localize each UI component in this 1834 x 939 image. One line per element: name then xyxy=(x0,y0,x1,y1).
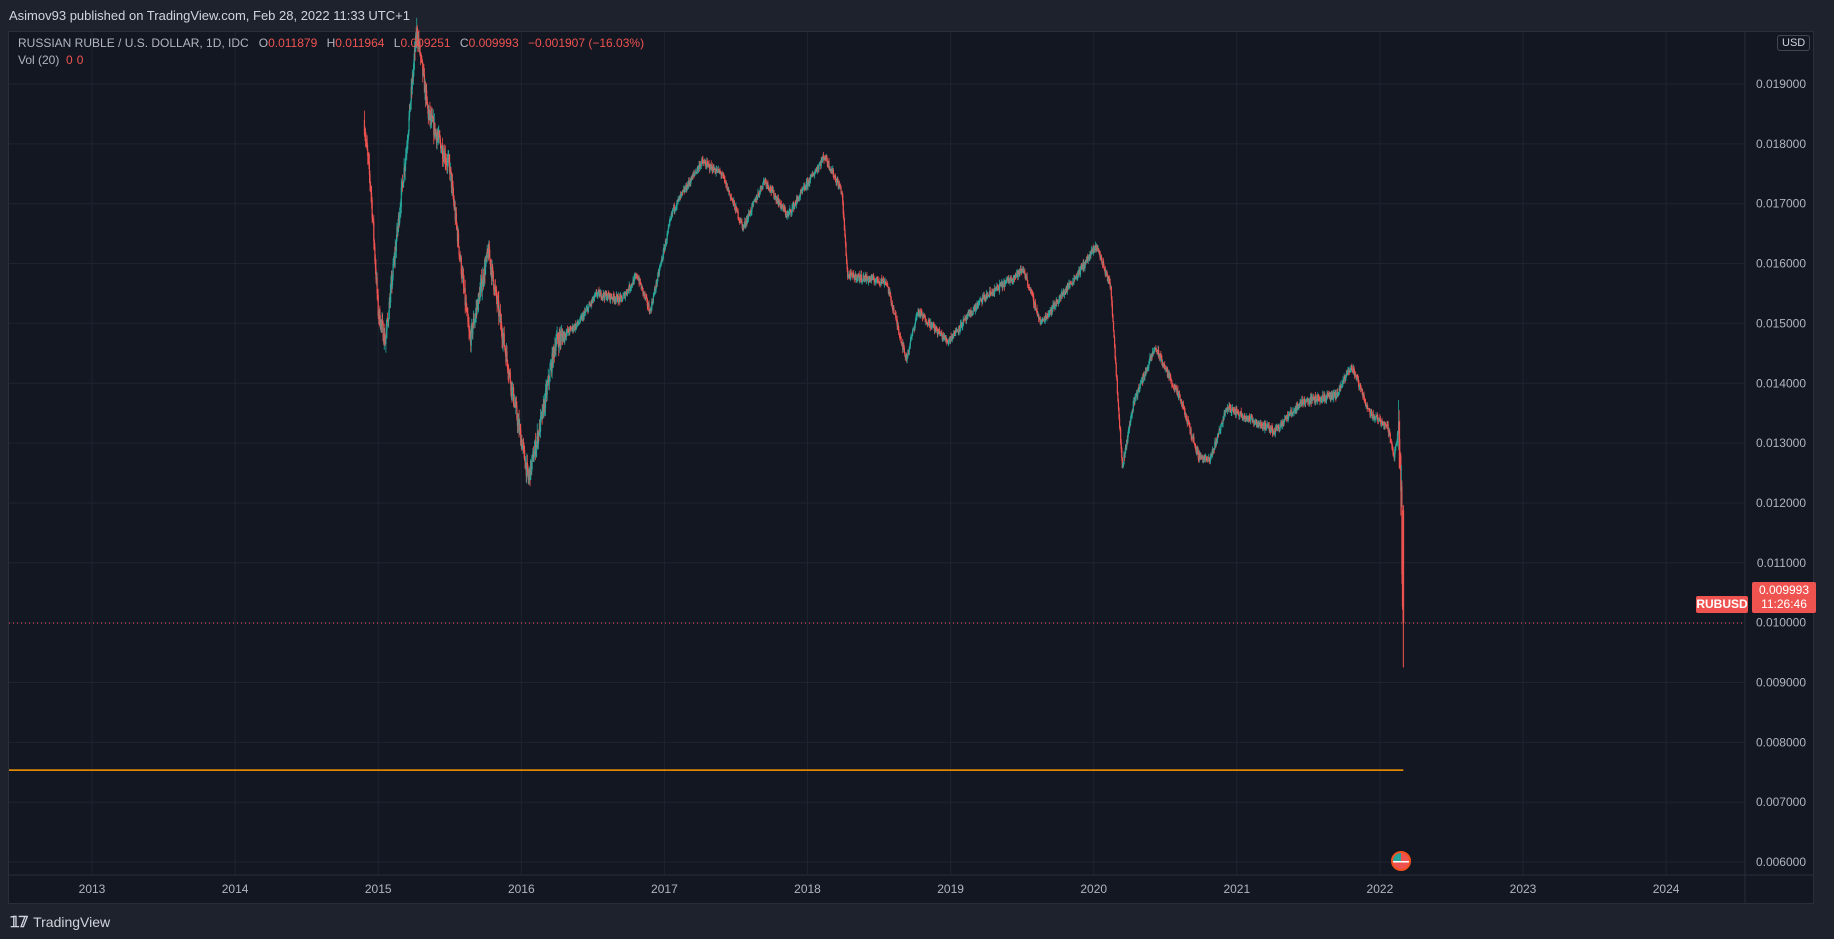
y-tick-label: 0.016000 xyxy=(1756,257,1806,271)
symbol-title[interactable]: RUSSIAN RUBLE / U.S. DOLLAR, 1D, IDC xyxy=(18,36,249,50)
symbol-price-tag: RUBUSD xyxy=(1696,596,1748,613)
y-tick-label: 0.018000 xyxy=(1756,137,1806,151)
footer: 𝟙𝟟 TradingView xyxy=(0,904,1834,939)
x-tick-label: 2013 xyxy=(79,882,106,896)
plot-background xyxy=(9,32,1813,903)
x-tick-label: 2017 xyxy=(651,882,678,896)
x-tick-label: 2019 xyxy=(937,882,964,896)
x-tick-label: 2014 xyxy=(222,882,249,896)
x-tick-label: 2023 xyxy=(1510,882,1537,896)
volume-value-a: 0 xyxy=(66,53,73,67)
volume-label[interactable]: Vol (20) xyxy=(18,53,60,67)
y-tick-label: 0.017000 xyxy=(1756,197,1806,211)
ohlc-row: RUSSIAN RUBLE / U.S. DOLLAR, 1D, IDC O0.… xyxy=(18,35,650,52)
high-label: H xyxy=(326,36,336,50)
brand-name: TradingView xyxy=(33,914,111,930)
y-tick-label: 0.006000 xyxy=(1756,855,1806,869)
open-label: O xyxy=(258,36,269,50)
currency-button[interactable]: USD xyxy=(1777,35,1811,51)
published-text: Asimov93 published on TradingView.com, F… xyxy=(9,8,410,23)
grid xyxy=(9,32,1813,903)
last-price-tag: 0.009993 11:26:46 xyxy=(1752,582,1816,613)
economic-event-flag-icon[interactable] xyxy=(1391,851,1411,871)
close-value: 0.009993 xyxy=(468,36,519,50)
y-tick-label: 0.013000 xyxy=(1756,436,1806,450)
candles xyxy=(363,17,1405,668)
publish-bar: Asimov93 published on TradingView.com, F… xyxy=(0,0,1834,31)
x-tick-label: 2016 xyxy=(508,882,535,896)
y-tick-label: 0.012000 xyxy=(1756,496,1806,510)
chart-legend: RUSSIAN RUBLE / U.S. DOLLAR, 1D, IDC O0.… xyxy=(18,35,650,69)
axes: 2013 2014 2015 2016 2017 2018 2019 2020 2021 2022… xyxy=(9,32,1813,903)
low-value: 0.009251 xyxy=(400,36,451,50)
high-value: 0.011964 xyxy=(335,36,385,50)
change-value: −0.001907 (−16.03%) xyxy=(527,36,645,50)
y-tick-label: 0.009000 xyxy=(1756,676,1806,690)
y-tick-label: 0.011000 xyxy=(1757,556,1806,570)
open-value: 0.011879 xyxy=(268,36,318,50)
last-price: 0.009993 xyxy=(1758,583,1810,597)
y-tick-label: 0.007000 xyxy=(1756,795,1806,809)
x-tick-label: 2018 xyxy=(794,882,821,896)
volume-value-b: 0 xyxy=(76,53,84,67)
tradingview-logo[interactable]: 𝟙𝟟 TradingView xyxy=(10,913,110,931)
low-label: L xyxy=(393,36,401,50)
y-tick-label: 0.010000 xyxy=(1756,616,1806,630)
bar-countdown: 11:26:46 xyxy=(1761,597,1807,611)
close-label: C xyxy=(459,36,469,50)
y-tick-label: 0.014000 xyxy=(1756,376,1806,390)
x-tick-label: 2024 xyxy=(1653,882,1680,896)
y-tick-label: 0.015000 xyxy=(1756,316,1806,330)
tradingview-logo-icon: 𝟙𝟟 xyxy=(10,914,28,931)
y-tick-label: 0.019000 xyxy=(1756,77,1806,91)
x-tick-label: 2015 xyxy=(365,882,392,896)
x-tick-label: 2021 xyxy=(1223,882,1250,896)
x-tick-label: 2022 xyxy=(1367,882,1394,896)
x-tick-label: 2020 xyxy=(1080,882,1107,896)
y-tick-label: 0.008000 xyxy=(1756,735,1806,749)
